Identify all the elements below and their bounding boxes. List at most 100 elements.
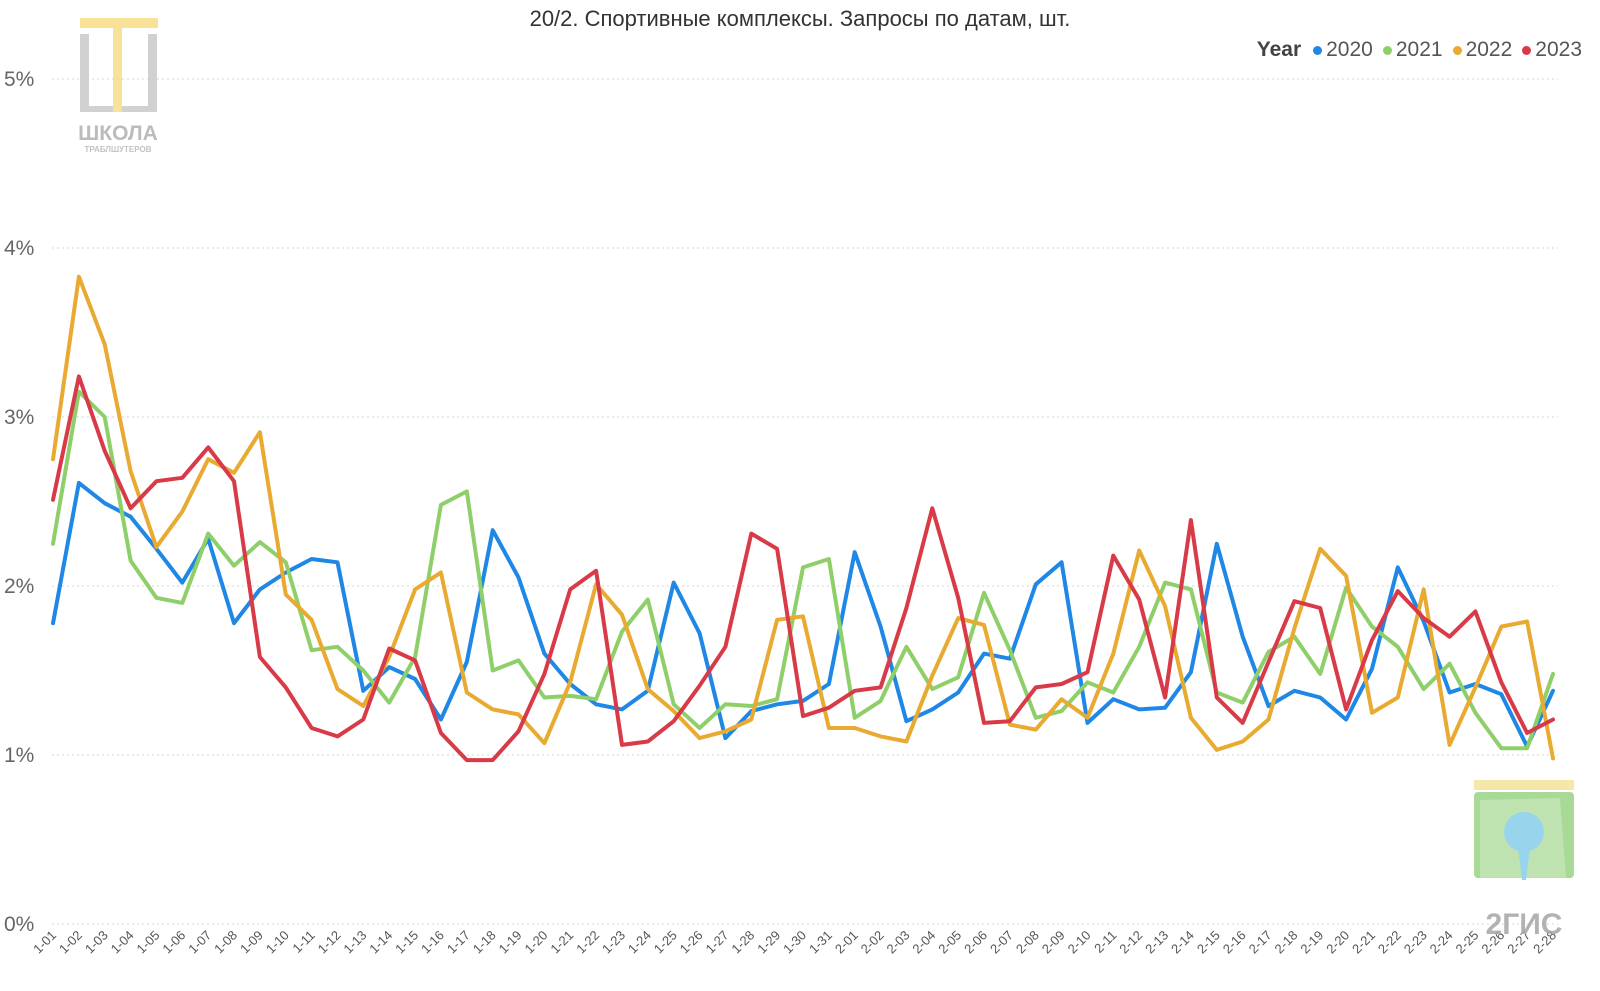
x-tick-label: 2-05 xyxy=(935,928,964,957)
x-tick-label: 1-30 xyxy=(780,928,809,957)
x-tick-label: 2-25 xyxy=(1453,928,1482,957)
legend-label-2023: 2023 xyxy=(1535,38,1582,61)
gis-logo-text: 2ГИС xyxy=(1486,908,1563,941)
gis-pin-stem xyxy=(1518,848,1530,880)
x-tick-label: 1-19 xyxy=(496,928,525,957)
x-tick-label: 1-12 xyxy=(315,928,344,957)
x-tick-label: 2-16 xyxy=(1220,928,1249,957)
x-tick-label: 1-11 xyxy=(289,928,317,956)
chart-title: 20/2. Спортивные комплексы. Запросы по д… xyxy=(529,6,1071,31)
logo-bar-stem xyxy=(113,28,122,112)
logo-bar-left xyxy=(80,34,89,112)
x-tick-label: 2-18 xyxy=(1271,928,1300,957)
series-lines xyxy=(51,274,1555,763)
x-tick-label: 1-24 xyxy=(625,928,654,957)
x-tick-label: 2-13 xyxy=(1142,928,1171,957)
series-line-2022[interactable] xyxy=(51,274,1555,761)
x-tick-label: 1-26 xyxy=(677,928,706,957)
series-line-2021[interactable] xyxy=(51,389,1555,751)
x-tick-label: 1-04 xyxy=(108,928,137,957)
x-tick-label: 2-15 xyxy=(1194,928,1223,957)
legend-item-2020[interactable]: 2020 xyxy=(1313,38,1373,62)
series-line-2023[interactable] xyxy=(51,374,1555,763)
x-tick-label: 1-27 xyxy=(703,928,732,957)
logo-text: ШКОЛА xyxy=(78,122,158,145)
2gis-logo-watermark: 2ГИС xyxy=(1474,780,1574,941)
gis-top-strip xyxy=(1474,780,1574,790)
x-tick-label: 1-10 xyxy=(263,928,292,957)
x-tick-label: 1-31 xyxy=(806,928,835,957)
legend-dot-2023 xyxy=(1522,45,1532,55)
x-tick-label: 2-11 xyxy=(1091,928,1119,956)
x-tick-label: 1-22 xyxy=(573,928,602,957)
x-tick-label: 2-23 xyxy=(1401,928,1430,957)
legend-item-2022[interactable]: 2022 xyxy=(1452,38,1513,62)
y-tick-label: 5% xyxy=(4,68,34,91)
x-tick-label: 1-23 xyxy=(599,928,628,957)
legend-dot-2020 xyxy=(1313,45,1323,55)
x-tick-label: 1-15 xyxy=(392,928,421,957)
x-tick-label: 2-09 xyxy=(1039,928,1068,957)
x-tick-label: 2-14 xyxy=(1168,928,1197,957)
y-tick-label: 2% xyxy=(4,575,34,598)
x-tick-label: 1-20 xyxy=(521,928,550,957)
logo-subtext: ТРАБЛШУТЕРОВ xyxy=(85,145,152,154)
legend: Year 2020 2021 2022 2023 xyxy=(1257,38,1582,62)
x-tick-label: 2-21 xyxy=(1349,928,1378,957)
x-tick-label: 1-07 xyxy=(185,928,214,957)
logo-base-left xyxy=(80,106,113,112)
x-tick-label: 2-07 xyxy=(987,928,1016,957)
logo-bar-top xyxy=(80,18,158,28)
x-tick-label: 1-02 xyxy=(56,928,85,957)
legend-label-2022: 2022 xyxy=(1465,38,1513,61)
logo-bar-right xyxy=(148,34,157,112)
x-tick-label: 2-03 xyxy=(884,928,913,957)
x-tick-label: 2-02 xyxy=(858,928,887,957)
x-tick-label: 1-03 xyxy=(82,928,111,957)
x-tick-label: 2-19 xyxy=(1297,928,1326,957)
x-tick-label: 2-01 xyxy=(832,928,861,957)
x-tick-label: 2-24 xyxy=(1427,928,1456,957)
legend-item-2023[interactable]: 2023 xyxy=(1522,38,1582,62)
x-tick-label: 1-25 xyxy=(651,928,680,957)
x-tick-label: 2-04 xyxy=(909,928,938,957)
x-tick-label: 1-17 xyxy=(444,928,473,957)
x-tick-label: 1-13 xyxy=(340,928,369,957)
x-tick-label: 2-22 xyxy=(1375,928,1404,957)
grid-lines xyxy=(52,78,1558,925)
x-tick-label: 1-29 xyxy=(754,928,783,957)
x-tick-label: 2-06 xyxy=(961,928,990,957)
x-tick-label: 1-08 xyxy=(211,928,240,957)
y-tick-label: 0% xyxy=(4,913,34,936)
series-line-2020[interactable] xyxy=(51,480,1555,749)
x-tick-label: 1-16 xyxy=(418,928,447,957)
legend-label-2021: 2021 xyxy=(1395,38,1443,61)
x-tick-label: 1-14 xyxy=(366,928,395,957)
x-tick-label: 1-06 xyxy=(159,928,188,957)
x-tick-label: 1-01 xyxy=(30,928,59,957)
legend-label-2020: 2020 xyxy=(1326,38,1373,61)
legend-item-2021[interactable]: 2021 xyxy=(1382,38,1443,62)
x-tick-label: 2-08 xyxy=(1013,928,1042,957)
y-tick-label: 1% xyxy=(4,744,34,767)
x-tick-label: 2-20 xyxy=(1323,928,1352,957)
x-tick-label: 2-10 xyxy=(1065,928,1094,957)
school-logo-watermark: ШКОЛА ТРАБЛШУТЕРОВ xyxy=(78,18,158,154)
x-axis-ticks: 1-011-021-031-041-051-061-071-081-091-10… xyxy=(30,928,1559,957)
y-tick-label: 4% xyxy=(4,237,34,260)
x-tick-label: 1-05 xyxy=(134,928,163,957)
x-tick-label: 1-18 xyxy=(470,928,499,957)
logo-base-right xyxy=(122,106,157,112)
y-axis-ticks: 0% 1% 2% 3% 4% 5% xyxy=(4,68,34,936)
y-tick-label: 3% xyxy=(4,406,34,429)
legend-dot-2022 xyxy=(1452,45,1462,55)
x-tick-label: 1-28 xyxy=(728,928,757,957)
gis-pin-head xyxy=(1504,812,1544,852)
x-tick-label: 1-09 xyxy=(237,928,266,957)
x-tick-label: 1-21 xyxy=(547,928,576,957)
legend-title: Year xyxy=(1256,38,1302,61)
x-tick-label: 2-12 xyxy=(1116,928,1145,957)
legend-dot-2021 xyxy=(1382,45,1392,55)
x-tick-label: 2-17 xyxy=(1246,928,1275,957)
